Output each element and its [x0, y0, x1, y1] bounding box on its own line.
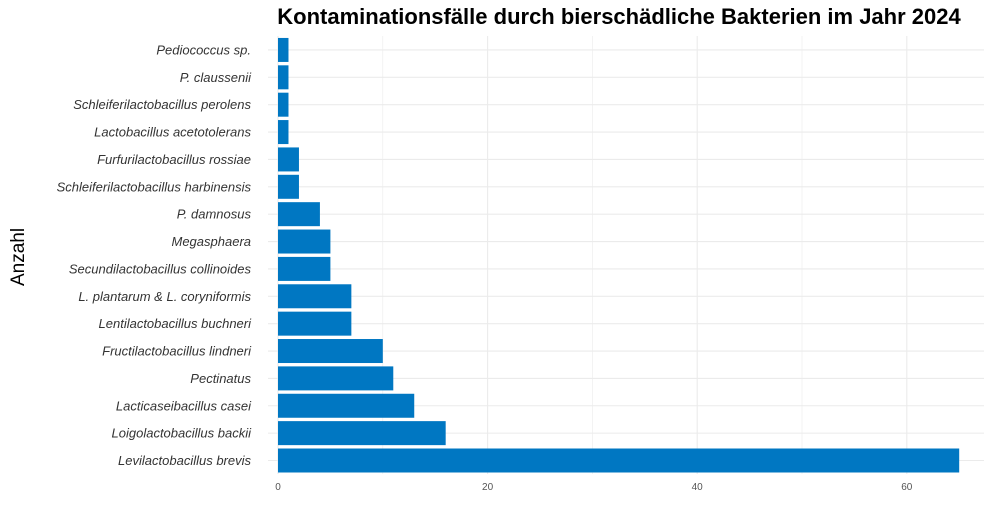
bar: [278, 311, 352, 336]
bars: [278, 37, 960, 473]
category-label: P. damnosus: [177, 207, 252, 222]
category-label: Megasphaera: [172, 234, 252, 249]
bar: [278, 339, 383, 364]
category-label: Pectinatus: [190, 371, 251, 386]
bar: [278, 37, 289, 62]
bar: [278, 448, 960, 473]
category-label: Loigolactobacillus backii: [112, 426, 253, 441]
category-label: Lactobacillus acetotolerans: [94, 125, 251, 140]
bar: [278, 421, 446, 446]
bar: [278, 284, 352, 309]
bar: [278, 65, 289, 90]
bar: [278, 229, 331, 254]
x-tick-label: 40: [692, 482, 704, 493]
category-label: Fructilactobacillus lindneri: [102, 344, 252, 359]
x-tick-label: 20: [482, 482, 494, 493]
category-label: Levilactobacillus brevis: [118, 453, 251, 468]
category-label: Secundilactobacillus collinoides: [69, 261, 252, 276]
bar: [278, 393, 415, 418]
category-label: Lentilactobacillus buchneri: [99, 316, 253, 331]
x-tick-labels: 0 20 40 60: [275, 482, 913, 493]
category-label: Pediococcus sp.: [156, 42, 251, 57]
x-tick-label: 0: [275, 482, 281, 493]
category-label: Furfurilactobacillus rossiae: [97, 152, 251, 167]
bar: [278, 120, 289, 145]
y-axis-title: Anzahl: [8, 228, 29, 286]
x-tick-label: 60: [901, 482, 913, 493]
category-label: Schleiferilactobacillus perolens: [73, 97, 251, 112]
category-label: P. claussenii: [180, 70, 252, 85]
category-label: Schleiferilactobacillus harbinensis: [57, 179, 252, 194]
category-label: L. plantarum & L. coryniformis: [78, 289, 251, 304]
bar: [278, 92, 289, 117]
bar: [278, 147, 299, 172]
category-label: Lacticaseibacillus casei: [116, 398, 252, 413]
bar: [278, 256, 331, 281]
chart-title: Kontaminationsfälle durch bierschädliche…: [277, 4, 961, 29]
bar: [278, 366, 394, 391]
category-labels: Levilactobacillus brevis Loigolactobacill…: [57, 42, 253, 468]
bar: [278, 202, 320, 227]
bar: [278, 174, 299, 199]
